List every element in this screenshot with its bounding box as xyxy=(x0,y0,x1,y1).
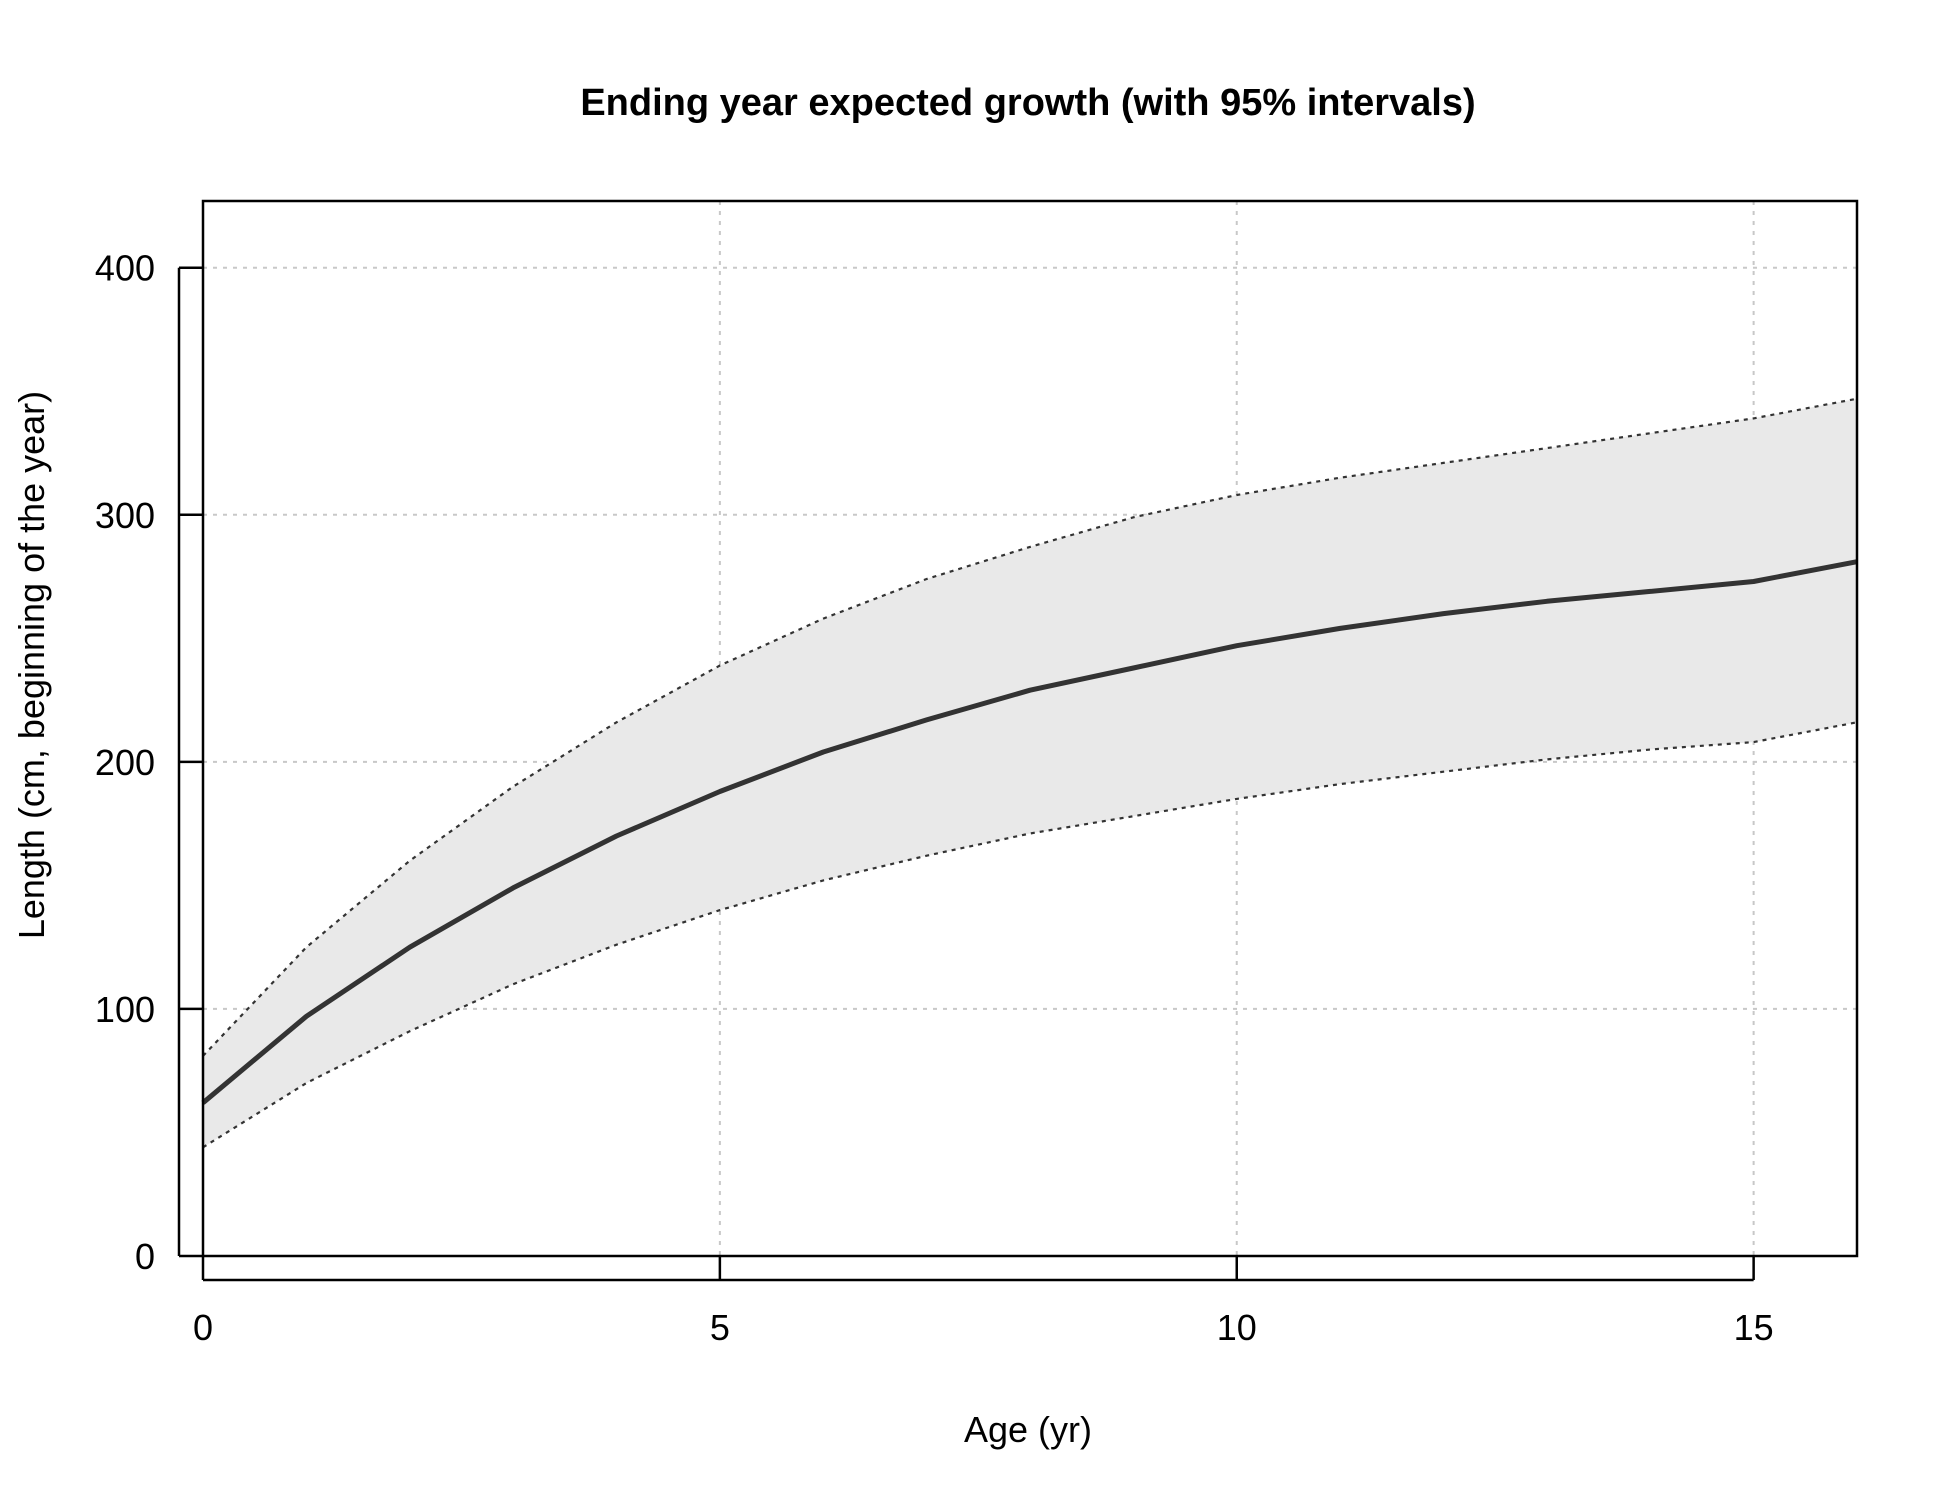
y-tick-label-3: 300 xyxy=(95,495,155,536)
x-axis: 0 5 10 15 xyxy=(193,1256,1774,1348)
confidence-band-95 xyxy=(203,398,1857,1148)
y-axis: 0 100 200 300 400 xyxy=(95,248,203,1277)
upper-95-line xyxy=(202,397,1858,1057)
x-tick-label-2: 10 xyxy=(1217,1307,1257,1348)
mean-growth-line xyxy=(201,559,1858,1105)
y-axis-label: Length (cm, beginning of the year) xyxy=(11,391,52,939)
x-tick-label-1: 5 xyxy=(710,1307,730,1348)
y-tick-label-0: 0 xyxy=(135,1236,155,1277)
x-tick-label-0: 0 xyxy=(193,1307,213,1348)
x-tick-label-3: 15 xyxy=(1734,1307,1774,1348)
plot-frame xyxy=(201,199,1859,1258)
x-axis-label: Age (yr) xyxy=(964,1409,1092,1450)
chart-title: Ending year expected growth (with 95% in… xyxy=(580,82,1475,124)
y-tick-label-2: 200 xyxy=(95,742,155,783)
y-tick-label-1: 100 xyxy=(95,989,155,1030)
y-tick-label-4: 400 xyxy=(95,248,155,289)
